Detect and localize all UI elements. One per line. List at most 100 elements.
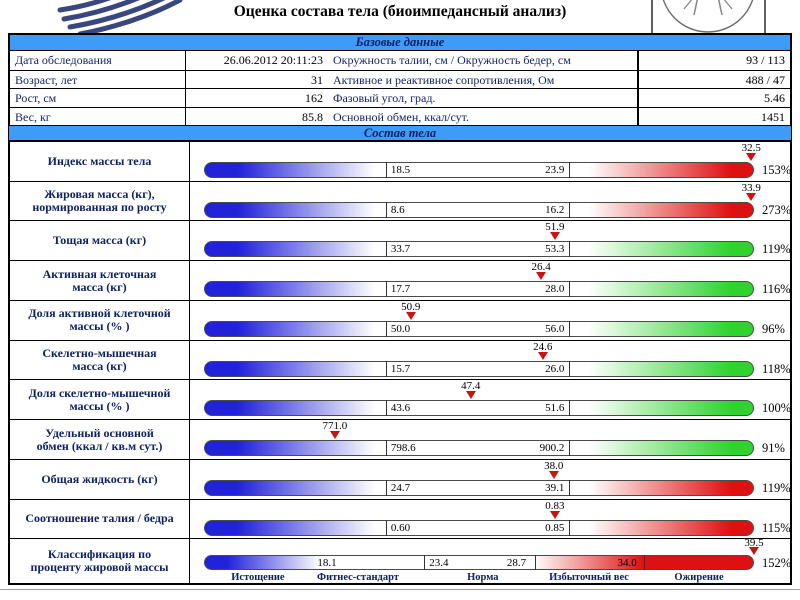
composition-row: Удельный основной обмен (ккал / кв.м сут… bbox=[10, 420, 790, 460]
percent-of-norm: 152% bbox=[762, 556, 792, 571]
basic-param-name: Возраст, лет bbox=[10, 70, 186, 88]
basic-param-name: Фазовый угол, град. bbox=[328, 89, 638, 107]
composition-table: Индекс массы тела 32.5 18.5 23.9 153% Жи… bbox=[8, 141, 792, 585]
norm-range-bar: 0.60 0.85 bbox=[204, 519, 754, 536]
composition-row: Активная клеточная масса (кг) 26.4 17.7 … bbox=[10, 261, 791, 301]
basic-data-row: Рост, см 162 Фазовый угол, град. 5.46 bbox=[10, 88, 790, 107]
norm-low-value: 24.7 bbox=[390, 481, 411, 494]
norm-low-value: 17.7 bbox=[390, 283, 411, 296]
basic-param-value: 93 / 113 bbox=[638, 51, 790, 70]
norm-high-value: 56.0 bbox=[545, 322, 565, 335]
norm-low-divider bbox=[385, 400, 387, 417]
parameter-bar-zone: 51.9 33.7 53.3 119% bbox=[190, 221, 791, 260]
parameter-bar-zone: 47.4 43.6 51.6 100% bbox=[190, 380, 792, 419]
classification-boundary-value: 28.7 bbox=[506, 557, 527, 570]
parameter-label: Тощая масса (кг) bbox=[10, 221, 190, 261]
norm-range-bar: 50.0 56.0 bbox=[204, 320, 754, 337]
norm-high-value: 900.2 bbox=[539, 442, 565, 455]
parameter-bar-zone: 38.0 24.7 39.1 119% bbox=[190, 459, 791, 499]
norm-low-value: 18.5 bbox=[390, 164, 411, 176]
classification-boundary-value: 23.4 bbox=[429, 557, 449, 570]
basic-data-table: Базовые данные Дата обследования 26.06.2… bbox=[8, 33, 792, 127]
composition-row: Жировая масса (кг), нормированная по рос… bbox=[10, 181, 791, 222]
parameter-label: Классификация по проценту жировой массы bbox=[10, 539, 190, 584]
measured-value: 33.9 bbox=[741, 181, 761, 194]
norm-high-value: 53.3 bbox=[545, 243, 565, 256]
marker-triangle-icon bbox=[746, 192, 757, 201]
norm-low-divider bbox=[385, 519, 387, 536]
composition-row: Доля скелетно-мышечной массы (% ) 47.4 4… bbox=[10, 380, 792, 421]
parameter-bar-zone: 0.83 0.60 0.85 115% bbox=[190, 499, 791, 539]
norm-high-divider bbox=[569, 400, 571, 417]
norm-low-divider bbox=[385, 162, 387, 178]
norm-range-bar: 24.7 39.1 bbox=[204, 479, 754, 496]
classification-zone-labels: Истощение Фитнес-стандарт Норма Избыточный … bbox=[204, 572, 754, 583]
measured-value: 26.4 bbox=[531, 261, 551, 274]
basic-param-name: Основной обмен, ккал/сут. bbox=[328, 107, 638, 125]
percent-of-norm: 96% bbox=[762, 321, 785, 336]
parameter-label: Доля активной клеточной массы (% ) bbox=[10, 300, 190, 340]
percent-of-norm: 115% bbox=[762, 520, 791, 535]
classification-zone-label: Фитнес-стандарт bbox=[317, 572, 399, 584]
measured-value: 24.6 bbox=[533, 340, 553, 353]
marker-triangle-icon bbox=[536, 272, 547, 281]
percent-of-norm: 119% bbox=[762, 242, 791, 257]
basic-param-value: 26.06.2012 20:11:23 bbox=[223, 53, 323, 67]
norm-high-divider bbox=[569, 479, 571, 496]
composition-row: Тощая масса (кг) 51.9 33.7 53.3 119% bbox=[10, 221, 791, 262]
norm-low-value: 0.60 bbox=[390, 521, 411, 534]
norm-low-divider bbox=[385, 320, 387, 337]
basic-param-name: Вес, кг bbox=[10, 107, 186, 125]
norm-range-bar: 43.6 51.6 bbox=[204, 400, 754, 417]
measured-value: 771.0 bbox=[322, 420, 348, 433]
norm-low-value: 33.7 bbox=[390, 243, 411, 256]
stripes-swoosh-logo-icon bbox=[57, 0, 183, 37]
bottom-divider bbox=[0, 589, 800, 590]
parameter-label: Удельный основной обмен (ккал / кв.м сут… bbox=[10, 420, 190, 459]
parameter-label: Индекс массы тела bbox=[10, 142, 190, 181]
classification-zone-label: Ожирение bbox=[674, 572, 724, 584]
norm-range-bar: 15.7 26.0 bbox=[204, 360, 754, 377]
norm-low-divider bbox=[385, 241, 387, 258]
norm-low-value: 798.6 bbox=[390, 442, 416, 455]
norm-high-value: 26.0 bbox=[545, 362, 565, 375]
classification-zone-label: Избыточный вес bbox=[549, 572, 629, 584]
norm-high-divider bbox=[569, 281, 571, 298]
parameter-bar-zone: 24.6 15.7 26.0 118% bbox=[190, 340, 791, 380]
classification-boundary-divider bbox=[424, 555, 426, 571]
marker-triangle-icon bbox=[537, 351, 548, 360]
marker-triangle-icon bbox=[405, 311, 416, 320]
basic-data-rows: Дата обследования 26.06.2012 20:11:23 Ок… bbox=[10, 51, 790, 125]
parameter-bar-zone: 50.9 50.0 56.0 96% bbox=[190, 301, 790, 340]
measured-value: 32.5 bbox=[741, 142, 761, 154]
measured-value: 38.0 bbox=[544, 459, 564, 472]
norm-high-value: 51.6 bbox=[545, 402, 565, 415]
norm-high-divider bbox=[569, 201, 571, 218]
norm-high-value: 39.1 bbox=[545, 481, 565, 494]
composition-header: Состав тела bbox=[8, 125, 792, 141]
norm-high-divider bbox=[569, 360, 571, 377]
norm-high-value: 23.9 bbox=[545, 164, 565, 176]
norm-high-divider bbox=[569, 440, 571, 457]
classification-boundary-value: 18.1 bbox=[317, 557, 337, 570]
percent-of-norm: 100% bbox=[762, 401, 792, 416]
measured-value: 47.4 bbox=[461, 380, 481, 393]
norm-low-divider bbox=[385, 201, 387, 218]
measured-value: 0.83 bbox=[545, 499, 565, 512]
basic-param-value: 31 bbox=[311, 72, 323, 87]
marker-triangle-icon bbox=[465, 391, 476, 400]
composition-row: Индекс массы тела 32.5 18.5 23.9 153% bbox=[10, 142, 791, 182]
norm-high-divider bbox=[569, 241, 571, 258]
measured-value: 51.9 bbox=[545, 221, 565, 234]
basic-param-value: 85.8 bbox=[302, 109, 323, 124]
norm-range-bar: 8.6 16.2 bbox=[204, 201, 754, 218]
marker-triangle-icon bbox=[749, 547, 759, 556]
parameter-bar-zone: 33.9 8.6 16.2 273% bbox=[190, 181, 791, 221]
measured-value: 50.9 bbox=[401, 300, 421, 313]
norm-low-value: 50.0 bbox=[390, 322, 411, 335]
basic-param-name: Окружность талии, см / Окружность бедер,… bbox=[328, 51, 638, 70]
classification-boundary-divider bbox=[534, 555, 536, 571]
percent-of-norm: 118% bbox=[762, 361, 791, 376]
norm-high-value: 0.85 bbox=[545, 521, 565, 534]
norm-low-divider bbox=[385, 281, 387, 298]
